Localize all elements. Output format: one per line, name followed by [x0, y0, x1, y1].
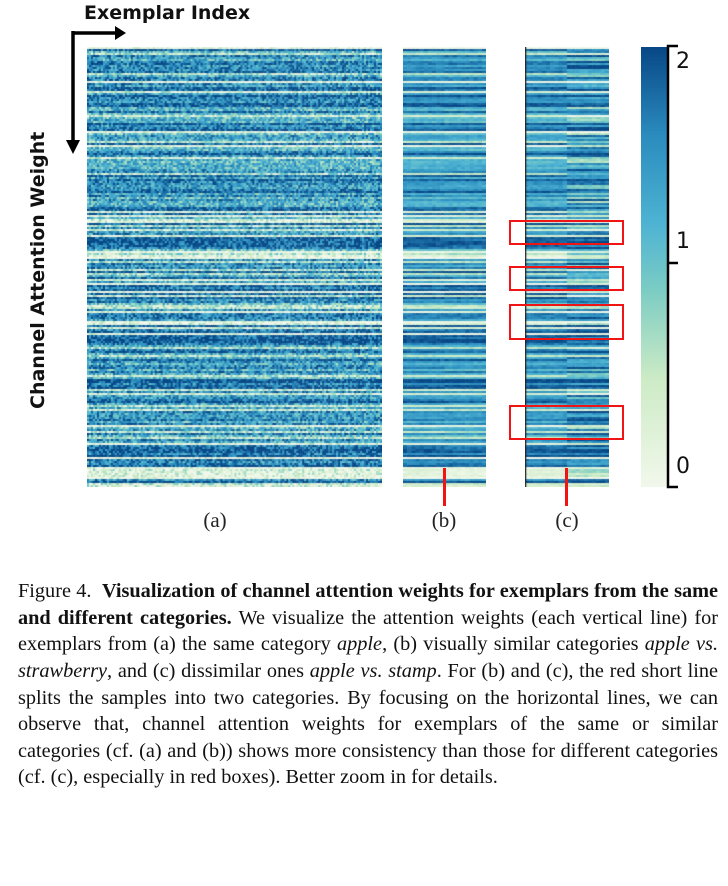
caption-title: Visualization of channel attention weigh… [18, 580, 719, 629]
caption-text: We visualize the attention weights (each… [18, 606, 718, 656]
caption-text: , and (c) dissimilar ones [107, 660, 310, 683]
highlight-box [509, 220, 624, 245]
caption-text: . For (b) and (c), the red short line sp… [18, 660, 718, 789]
x-axis-label: Exemplar Index [84, 2, 251, 24]
highlight-box [509, 304, 624, 340]
colorbar-tick-0: 0 [676, 454, 690, 479]
axis-arrows-icon [66, 26, 126, 154]
caption-italic: apple [337, 633, 383, 656]
panel-label-b: (b) [431, 508, 457, 532]
panel-label-a: (a) [203, 508, 227, 532]
caption-text: , (b) visually similar categories [382, 633, 645, 656]
panel-label-c: (c) [555, 508, 579, 532]
caption-italic: apple vs. stamp [309, 660, 437, 683]
colorbar-tick-2: 2 [676, 49, 690, 74]
caption-italic: apple vs. strawberry [18, 633, 719, 683]
colorbar-bracket [666, 44, 678, 489]
heatmap-panel-b [403, 47, 486, 487]
figure-caption: Figure 4. Visualization of channel atten… [18, 578, 718, 791]
highlight-box [509, 405, 624, 440]
split-line-c [565, 468, 568, 506]
colorbar-tick-1: 1 [676, 229, 690, 254]
caption-number: Figure 4. [18, 580, 92, 603]
heatmap-panel-a [87, 47, 382, 487]
y-axis-label: Channel Attention Weight [27, 131, 49, 409]
colorbar [641, 47, 668, 487]
split-line-b [443, 468, 446, 506]
highlight-box [509, 266, 624, 291]
